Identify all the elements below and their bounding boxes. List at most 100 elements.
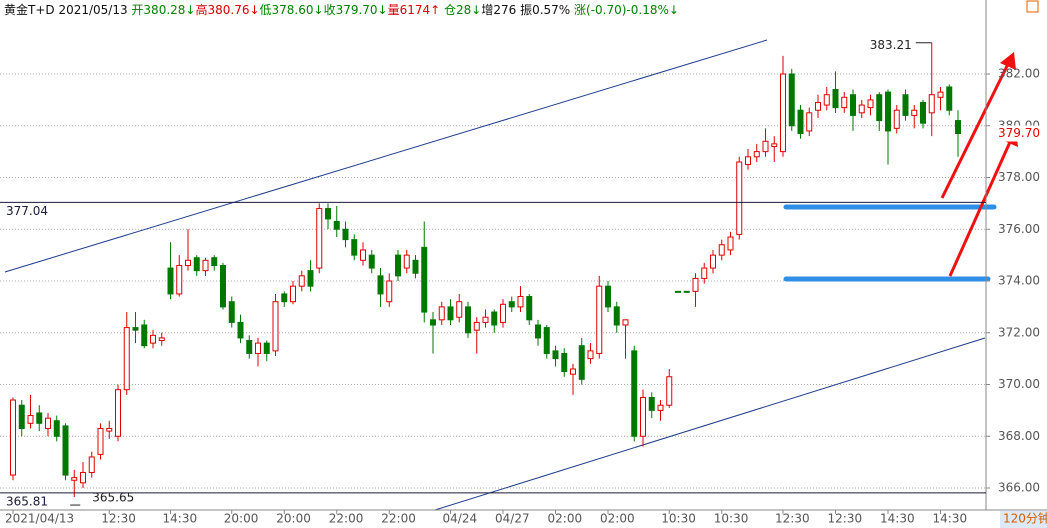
candle-body <box>368 254 375 269</box>
header-part: 低378.60↓ <box>260 3 324 17</box>
candle-body <box>753 151 760 158</box>
x-tick-label: 02:00 <box>600 512 635 526</box>
header-part: 涨(-0.70)-0.18%↓ <box>574 2 679 17</box>
candle-body <box>482 316 489 323</box>
candle-body <box>360 249 366 261</box>
x-tick-label: 20:00 <box>224 512 259 526</box>
header-part: 收379.70↓ <box>324 3 388 17</box>
candle-body <box>543 327 550 354</box>
y-tick-label: 374.00 <box>998 274 1040 288</box>
window-button[interactable] <box>1026 0 1039 13</box>
candle-body <box>911 109 918 116</box>
candle-body <box>701 267 708 279</box>
candle-body <box>246 340 253 354</box>
candle-body <box>333 220 340 230</box>
candle-body <box>640 396 646 437</box>
candle-body <box>272 301 279 352</box>
candle-body <box>290 285 296 303</box>
candle-body <box>45 417 51 429</box>
candle-body <box>255 342 261 354</box>
candle-body <box>386 280 393 303</box>
candle-body <box>788 73 795 127</box>
candle-body <box>535 324 541 339</box>
candle-body <box>10 399 16 476</box>
y-tick-label: 370.00 <box>998 377 1040 391</box>
candle-body <box>797 109 804 135</box>
candle-body <box>307 270 314 287</box>
candle-body <box>150 334 156 344</box>
candle-body <box>946 86 953 111</box>
header-part: 量6174↑ <box>388 3 441 17</box>
candle-body <box>228 301 235 323</box>
candle-body <box>780 73 786 153</box>
candle-body <box>858 104 865 114</box>
candle-body <box>62 425 69 476</box>
candle-body <box>710 254 716 269</box>
x-tick-label: 12:30 <box>775 512 810 526</box>
candle-body <box>762 140 769 153</box>
reference-label: 365.81 <box>6 494 48 508</box>
reference-label: 377.04 <box>6 204 48 218</box>
arrow <box>940 63 1010 199</box>
candle-body <box>106 427 113 432</box>
candle-body <box>263 342 270 354</box>
x-tick-label: 12:30 <box>828 512 863 526</box>
candle-body <box>465 306 471 334</box>
candle-body <box>97 427 104 455</box>
y-tick-label: 382.00 <box>998 67 1040 81</box>
x-tick-label: 10:30 <box>714 512 749 526</box>
header: 黄金T+D 2021/05/13 开380.28↓高380.76↓低378.60… <box>4 2 679 17</box>
candle-body <box>928 94 935 114</box>
candle-body <box>202 259 209 272</box>
candle-body <box>806 112 813 132</box>
candle-body <box>115 389 121 437</box>
y-tick-label: 376.00 <box>998 222 1040 236</box>
grid <box>0 73 986 489</box>
x-tick-label: 22:00 <box>381 512 416 526</box>
candle-body <box>771 143 778 147</box>
header-part: 黄金T+D 2021/05/13 <box>4 2 131 17</box>
candle-body <box>631 350 638 437</box>
candle-body <box>815 101 821 111</box>
candle-body <box>578 345 585 380</box>
x-tick-label: 04/27 <box>495 512 530 526</box>
period-box <box>1000 511 1047 528</box>
candle-body <box>53 420 60 437</box>
x-tick-label: 22:00 <box>329 512 364 526</box>
candle-body <box>80 471 86 484</box>
candle-body <box>648 396 655 411</box>
x-tick-label: 02:00 <box>548 512 583 526</box>
candle-body <box>473 321 480 331</box>
x-tick-label: 2021/04/13 <box>5 512 74 526</box>
candle-body <box>351 239 358 256</box>
channel-line <box>4 39 768 273</box>
candle-body <box>438 306 445 321</box>
candle-body <box>893 109 900 129</box>
candle-body <box>395 254 401 277</box>
y-tick-label: 372.00 <box>998 325 1040 339</box>
x-tick-label: 14:30 <box>933 512 968 526</box>
candle-body <box>27 415 34 424</box>
candle-body <box>517 296 524 308</box>
candle-body <box>281 293 288 303</box>
candle-body <box>298 275 305 287</box>
low-label: 365.65 <box>92 491 134 505</box>
candle-body <box>876 94 883 122</box>
arrow <box>948 141 1012 277</box>
x-tick-label: 12:30 <box>101 512 136 526</box>
candle-body <box>36 412 43 424</box>
candle-body <box>430 319 436 326</box>
candle-body <box>71 477 78 481</box>
candle-body <box>325 208 331 220</box>
candle-body <box>955 120 961 135</box>
candle-body <box>675 290 681 293</box>
candle-body <box>342 228 349 241</box>
candle-body <box>491 311 498 326</box>
header-part: 增276 振0.57% <box>481 3 574 17</box>
candle-body <box>456 301 463 318</box>
candle-body <box>220 264 226 308</box>
arrow-head <box>1000 52 1016 70</box>
